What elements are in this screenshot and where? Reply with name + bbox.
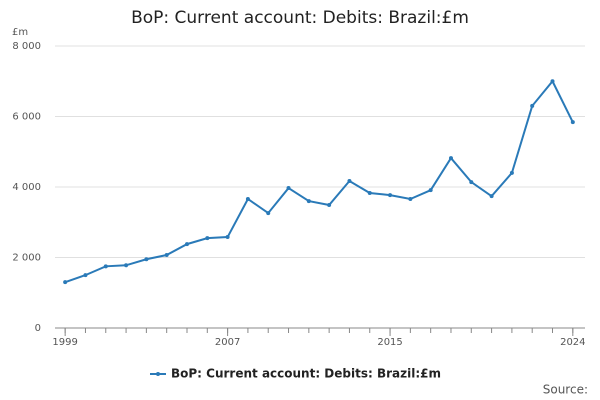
data-point: [266, 211, 271, 216]
source: Source:: [543, 383, 588, 397]
data-point: [286, 186, 291, 191]
data-point: [144, 257, 149, 262]
x-tick-label: 1999: [52, 337, 77, 348]
data-point: [448, 156, 453, 161]
chart-title: BoP: Current account: Debits: Brazil:£m: [131, 8, 469, 28]
y-tick-label: 2 000: [12, 253, 41, 264]
data-point: [327, 202, 332, 207]
x-tick-label: 2024: [560, 337, 585, 348]
y-tick-label: 6 000: [12, 112, 41, 123]
data-point: [103, 264, 108, 269]
data-point: [388, 193, 393, 198]
data-point: [124, 263, 129, 268]
data-point: [509, 170, 514, 175]
data-point: [489, 194, 494, 199]
data-point: [205, 236, 210, 241]
data-point: [63, 280, 68, 285]
x-tick-label: 2015: [377, 337, 402, 348]
data-point: [367, 190, 372, 195]
y-tick-label: 4 000: [12, 182, 41, 193]
data-point: [164, 253, 169, 258]
data-point: [469, 180, 474, 185]
series-line: [64, 79, 574, 284]
y-unit: £m: [12, 27, 28, 38]
data-point: [184, 242, 189, 247]
y-tick-label: 0: [35, 323, 41, 334]
data-point: [225, 235, 230, 240]
data-point: [245, 196, 250, 201]
data-point: [347, 179, 352, 184]
data-point: [83, 273, 88, 278]
legend-marker: [156, 372, 160, 376]
legend-label: BoP: Current account: Debits: Brazil:£m: [171, 367, 441, 381]
data-point: [570, 120, 575, 125]
data-point: [550, 79, 555, 84]
y-tick-label: 8 000: [12, 41, 41, 52]
x-tick-label: 2007: [215, 337, 240, 348]
data-point: [408, 196, 413, 201]
data-point: [306, 199, 311, 204]
data-point: [530, 103, 535, 108]
data-point: [428, 188, 433, 193]
